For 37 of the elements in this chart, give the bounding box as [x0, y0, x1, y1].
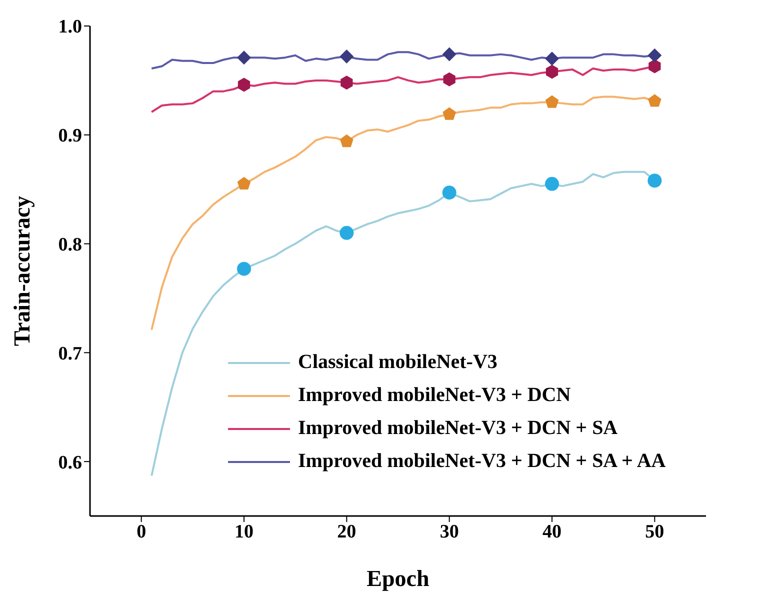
point	[442, 107, 456, 120]
point	[545, 95, 559, 108]
x-tick-label: 10	[234, 521, 254, 542]
x-tick-label: 30	[440, 521, 459, 542]
point	[443, 72, 456, 86]
point	[238, 78, 250, 92]
point	[648, 48, 662, 62]
point	[237, 176, 251, 190]
point	[442, 186, 456, 200]
point	[340, 226, 354, 240]
x-tick-label: 40	[542, 521, 562, 542]
legend-label: Improved mobileNet-V3 + DCN + SA + AA	[298, 450, 666, 473]
point	[545, 52, 559, 66]
legend-label: Improved mobileNet-V3 + DCN	[298, 384, 571, 407]
point	[545, 176, 559, 191]
x-tick-label: 0	[136, 521, 146, 542]
y-tick-label: 0.6	[58, 452, 82, 474]
y-tick-label: 1.0	[58, 16, 82, 38]
x-axis-title: Epoch	[366, 566, 430, 591]
point	[340, 49, 354, 64]
point	[340, 76, 353, 90]
y-tick-label: 0.7	[58, 343, 82, 364]
point	[648, 174, 662, 188]
x-tick-label: 50	[645, 521, 664, 542]
legend-label: Improved mobileNet-V3 + DCN + SA	[298, 417, 618, 440]
point	[237, 50, 251, 65]
y-tick-label: 0.8	[58, 234, 82, 256]
point	[237, 262, 251, 276]
x-tick-label: 20	[337, 521, 356, 542]
y-tick-label: 0.9	[58, 126, 82, 147]
point	[648, 94, 662, 107]
point	[648, 59, 661, 74]
legend-label: Classical mobileNet-V3	[298, 351, 498, 374]
point	[442, 47, 456, 62]
point	[546, 64, 558, 79]
y-axis-title: Train-accuracy	[10, 195, 34, 346]
point	[340, 134, 354, 148]
